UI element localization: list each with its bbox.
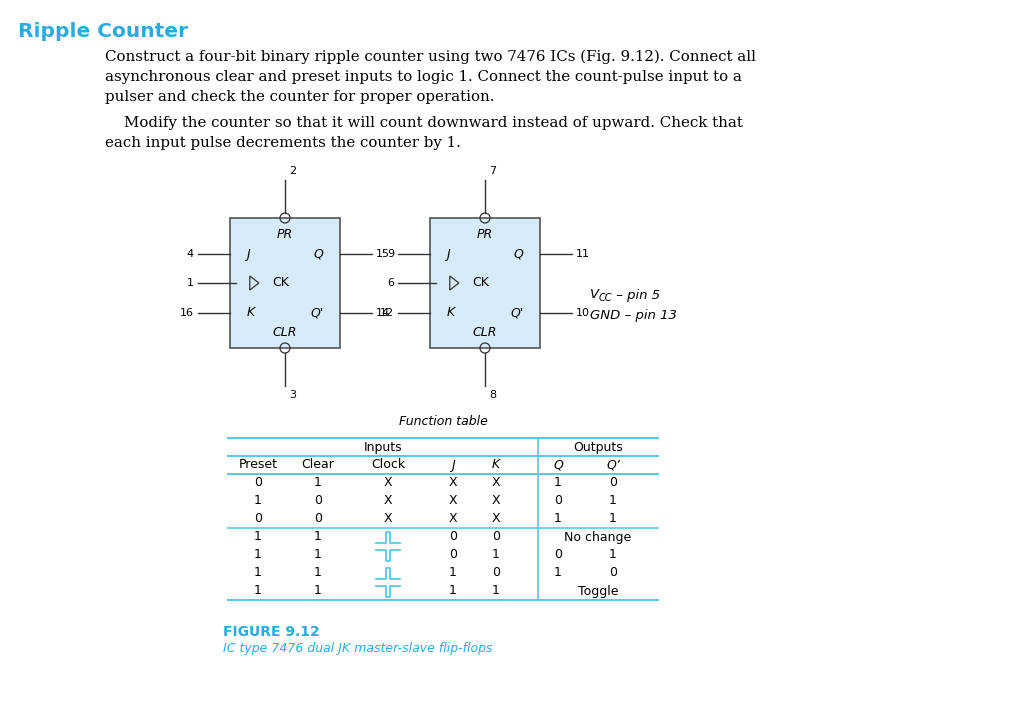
- Text: 12: 12: [380, 308, 394, 318]
- Text: 1: 1: [609, 513, 616, 525]
- Text: 0: 0: [609, 566, 617, 580]
- Text: Toggle: Toggle: [578, 585, 618, 597]
- Text: Q’: Q’: [606, 458, 620, 472]
- Text: 0: 0: [449, 549, 457, 561]
- Text: 1: 1: [254, 494, 262, 508]
- Text: 10: 10: [575, 308, 590, 318]
- Text: Inputs: Inputs: [364, 441, 402, 453]
- Text: Function table: Function table: [398, 415, 487, 428]
- Text: 1: 1: [554, 477, 562, 489]
- Text: 1: 1: [609, 549, 616, 561]
- Text: 1: 1: [450, 585, 457, 597]
- Text: CLR: CLR: [473, 326, 498, 339]
- Text: J: J: [446, 248, 451, 261]
- Text: 1: 1: [314, 566, 322, 580]
- Text: 1: 1: [493, 585, 500, 597]
- Text: PR: PR: [477, 229, 494, 241]
- Text: K: K: [446, 306, 455, 319]
- Text: Outputs: Outputs: [572, 441, 623, 453]
- Text: Ripple Counter: Ripple Counter: [18, 22, 188, 41]
- Text: 11: 11: [575, 249, 590, 259]
- Bar: [430, 218, 540, 348]
- Text: Construct a four-bit binary ripple counter using two 7476 ICs (Fig. 9.12). Conne: Construct a four-bit binary ripple count…: [105, 50, 756, 64]
- Text: X: X: [492, 494, 501, 508]
- Text: Modify the counter so that it will count downward instead of upward. Check that: Modify the counter so that it will count…: [105, 116, 742, 130]
- Text: Q': Q': [510, 306, 523, 319]
- Text: 1: 1: [254, 566, 262, 580]
- Text: 8: 8: [489, 390, 496, 400]
- Text: 0: 0: [554, 494, 562, 508]
- Text: CLR: CLR: [272, 326, 297, 339]
- Text: 1: 1: [254, 549, 262, 561]
- Text: X: X: [492, 477, 501, 489]
- Text: No change: No change: [564, 530, 632, 544]
- Text: X: X: [384, 477, 392, 489]
- Text: 4: 4: [186, 249, 194, 259]
- Text: 0: 0: [449, 530, 457, 544]
- Text: X: X: [384, 513, 392, 525]
- Text: 16: 16: [180, 308, 194, 318]
- Text: 1: 1: [314, 585, 322, 597]
- Text: GND – pin 13: GND – pin 13: [590, 309, 677, 321]
- Text: 1: 1: [554, 513, 562, 525]
- Text: 6: 6: [387, 278, 394, 288]
- Text: 1: 1: [314, 549, 322, 561]
- Text: Q: Q: [313, 248, 324, 261]
- Text: 2: 2: [289, 166, 296, 176]
- Text: 1: 1: [314, 477, 322, 489]
- Text: Q: Q: [553, 458, 563, 472]
- Text: 7: 7: [489, 166, 496, 176]
- Text: 1: 1: [450, 566, 457, 580]
- Text: K: K: [247, 306, 255, 319]
- Text: X: X: [384, 494, 392, 508]
- Text: CC: CC: [599, 293, 612, 303]
- Text: X: X: [449, 513, 458, 525]
- Text: – pin 5: – pin 5: [612, 289, 660, 301]
- Text: PR: PR: [276, 229, 293, 241]
- Text: X: X: [449, 494, 458, 508]
- Text: X: X: [449, 477, 458, 489]
- Text: asynchronous clear and preset inputs to logic 1. Connect the count-pulse input t: asynchronous clear and preset inputs to …: [105, 70, 741, 84]
- Text: 1: 1: [254, 530, 262, 544]
- Text: 9: 9: [387, 249, 394, 259]
- Text: 0: 0: [254, 513, 262, 525]
- Text: 0: 0: [314, 513, 322, 525]
- Text: J: J: [452, 458, 455, 472]
- Bar: [230, 218, 340, 348]
- Text: Preset: Preset: [239, 458, 278, 472]
- Text: 0: 0: [492, 566, 500, 580]
- Text: Clock: Clock: [371, 458, 406, 472]
- Text: 1: 1: [254, 585, 262, 597]
- Text: Clear: Clear: [301, 458, 335, 472]
- Text: 1: 1: [314, 530, 322, 544]
- Text: 15: 15: [376, 249, 390, 259]
- Text: V: V: [590, 289, 599, 301]
- Text: J: J: [247, 248, 250, 261]
- Text: 1: 1: [554, 566, 562, 580]
- Text: Q: Q: [514, 248, 523, 261]
- Text: IC type 7476 dual JK master-slave flip-flops: IC type 7476 dual JK master-slave flip-f…: [223, 642, 493, 655]
- Text: 0: 0: [254, 477, 262, 489]
- Text: 1: 1: [609, 494, 616, 508]
- Text: X: X: [492, 513, 501, 525]
- Text: 0: 0: [609, 477, 617, 489]
- Text: CK: CK: [472, 277, 488, 289]
- Text: 0: 0: [554, 549, 562, 561]
- Text: each input pulse decrements the counter by 1.: each input pulse decrements the counter …: [105, 136, 461, 150]
- Text: 1: 1: [493, 549, 500, 561]
- Text: pulser and check the counter for proper operation.: pulser and check the counter for proper …: [105, 90, 495, 104]
- Text: Q': Q': [310, 306, 324, 319]
- Text: 0: 0: [492, 530, 500, 544]
- Text: 14: 14: [376, 308, 390, 318]
- Text: 3: 3: [289, 390, 296, 400]
- Text: 1: 1: [187, 278, 194, 288]
- Text: CK: CK: [271, 277, 289, 289]
- Text: 0: 0: [314, 494, 322, 508]
- Text: FIGURE 9.12: FIGURE 9.12: [223, 625, 319, 639]
- Text: K: K: [492, 458, 500, 472]
